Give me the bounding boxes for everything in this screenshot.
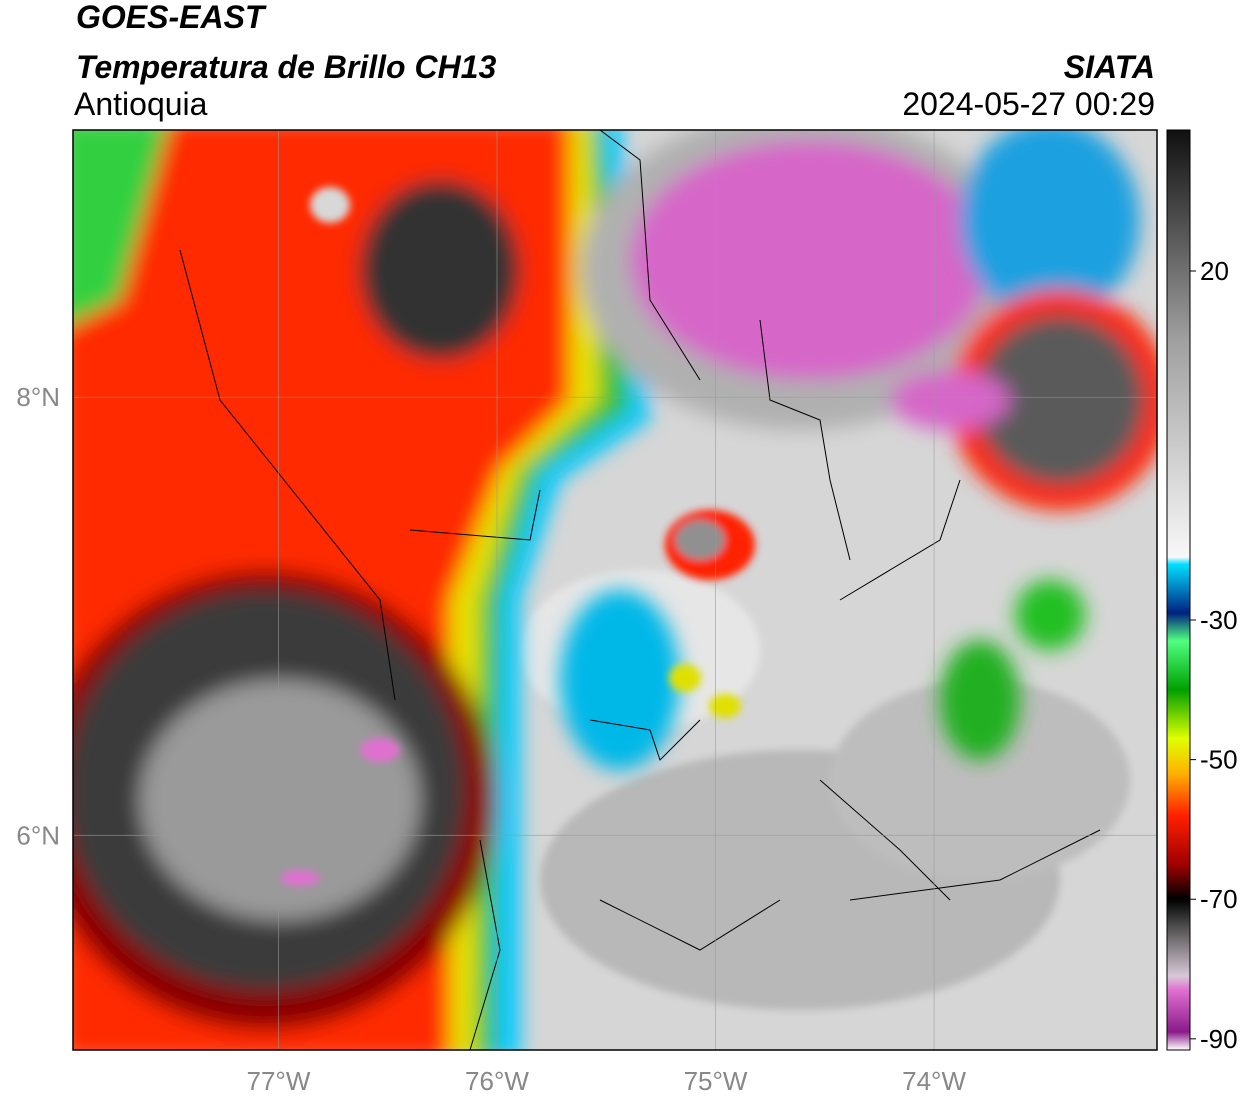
colorbar-fill	[1166, 129, 1191, 1051]
datetime: 2024-05-27 00:29	[902, 86, 1155, 122]
x-tick-label: 75°W	[684, 1066, 748, 1096]
map-frame	[72, 129, 1158, 1051]
subtitle: Temperatura de Brillo CH13	[76, 49, 496, 85]
y-tick-label: 6°N	[16, 820, 60, 850]
grid	[73, 130, 1157, 1050]
title: GOES-EAST	[76, 0, 267, 35]
satellite-image	[73, 130, 1157, 1050]
colorbar-tick-label: -70	[1200, 884, 1238, 914]
colorbar-tick-label: -30	[1200, 605, 1238, 635]
colorbar-tick-label: 20	[1200, 256, 1229, 286]
region: Antioquia	[74, 86, 208, 122]
colorbar: 20 -30 -50 -70 -90	[1166, 129, 1238, 1054]
colorbar-tick-label: -90	[1200, 1024, 1238, 1054]
y-tick-label: 8°N	[16, 382, 60, 412]
source: SIATA	[1064, 49, 1155, 85]
x-tick-label: 76°W	[465, 1066, 529, 1096]
x-tick-label: 74°W	[902, 1066, 966, 1096]
colorbar-tick-label: -50	[1200, 745, 1238, 775]
x-tick-label: 77°W	[247, 1066, 311, 1096]
